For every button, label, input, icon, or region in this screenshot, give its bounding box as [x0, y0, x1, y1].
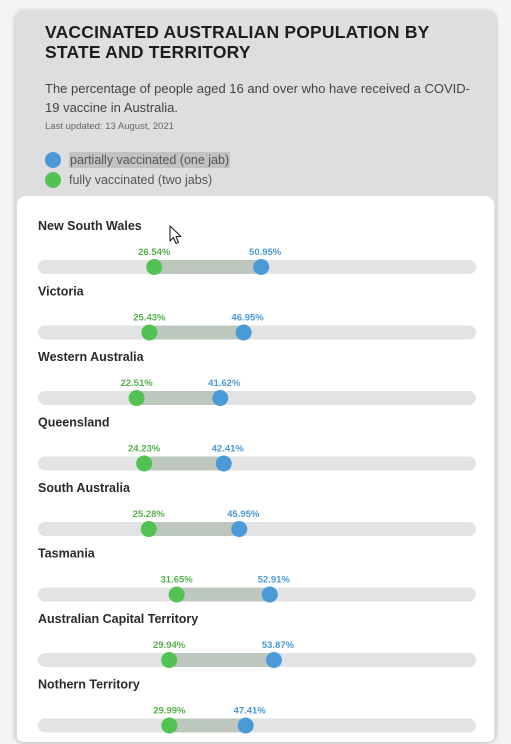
row-label-7: Nothern Territory — [38, 678, 140, 692]
track-7 — [38, 718, 476, 733]
track-4 — [38, 522, 476, 536]
range-bar-6 — [169, 653, 274, 667]
label-partial-7: 47.41% — [234, 706, 267, 717]
label-partial-2: 41.62% — [208, 378, 241, 389]
label-full-0: 26.54% — [138, 247, 171, 258]
row-label-1: Victoria — [38, 285, 85, 299]
chart-title: VACCINATED AUSTRALIAN POPULATION BY STAT… — [45, 22, 430, 62]
dot-full-2 — [128, 390, 145, 406]
track-1 — [38, 325, 476, 340]
last-updated: Last updated: 13 August, 2021 — [45, 121, 174, 132]
dot-partial-3 — [215, 455, 232, 472]
label-full-1: 25.43% — [133, 313, 166, 324]
range-bar-5 — [176, 587, 270, 602]
legend-dot-full — [45, 172, 61, 188]
chart-subtitle: The percentage of people aged 16 and ove… — [45, 81, 470, 115]
dumbbell-chart: New South Wales 26.54% 50.95% Victoria 25.43… — [38, 219, 476, 734]
label-partial-4: 45.95% — [227, 509, 260, 520]
row-label-0: New South Wales — [38, 219, 142, 233]
track-3 — [38, 456, 476, 471]
dot-partial-1 — [235, 324, 252, 341]
legend-label-partial: partially vaccinated (one jab) — [69, 152, 231, 168]
legend-label-full: fully vaccinated (two jabs) — [69, 173, 213, 187]
range-bar-0 — [154, 260, 262, 274]
range-bar-4 — [148, 522, 240, 536]
row-label-3: Queensland — [38, 416, 110, 430]
range-bar-3 — [144, 456, 224, 471]
label-partial-3: 42.41% — [212, 444, 245, 455]
label-full-3: 24.23% — [128, 444, 161, 455]
dot-full-6 — [161, 652, 178, 668]
label-full-4: 25.28% — [133, 509, 166, 520]
label-full-7: 29.99% — [153, 706, 186, 717]
dot-full-4 — [140, 521, 157, 537]
mouse-cursor-icon — [169, 225, 182, 245]
row-label-4: South Australia — [38, 481, 131, 495]
dot-partial-7 — [237, 717, 254, 734]
row-label-2: Western Australia — [38, 350, 145, 364]
row-label-6: Australian Capital Territory — [38, 612, 198, 626]
track-2 — [38, 391, 476, 405]
dot-partial-2 — [212, 390, 229, 406]
chart-panel: New South Wales 26.54% 50.95% Victoria 25.43… — [17, 196, 494, 742]
dot-partial-0 — [253, 259, 270, 275]
legend-dot-partial — [45, 152, 61, 168]
dot-partial-5 — [261, 586, 278, 603]
label-partial-6: 53.87% — [262, 640, 295, 651]
dot-full-5 — [168, 586, 185, 603]
label-full-6: 29.94% — [153, 640, 186, 651]
dot-full-1 — [141, 324, 158, 341]
dot-full-3 — [136, 455, 153, 472]
label-partial-1: 46.95% — [232, 313, 265, 324]
dot-full-0 — [146, 259, 163, 275]
chart-card: VACCINATED AUSTRALIAN POPULATION BY STAT… — [15, 10, 496, 742]
dot-partial-6 — [265, 652, 282, 668]
row-label-5: Tasmania — [38, 547, 96, 561]
range-bar-2 — [136, 391, 221, 405]
dot-full-7 — [161, 717, 178, 734]
label-partial-5: 52.91% — [258, 575, 291, 586]
label-full-2: 22.51% — [120, 378, 153, 389]
range-bar-1 — [149, 325, 244, 340]
dot-partial-4 — [231, 521, 248, 537]
label-partial-0: 50.95% — [249, 247, 282, 258]
range-bar-7 — [169, 718, 246, 733]
label-full-5: 31.65% — [161, 575, 194, 586]
